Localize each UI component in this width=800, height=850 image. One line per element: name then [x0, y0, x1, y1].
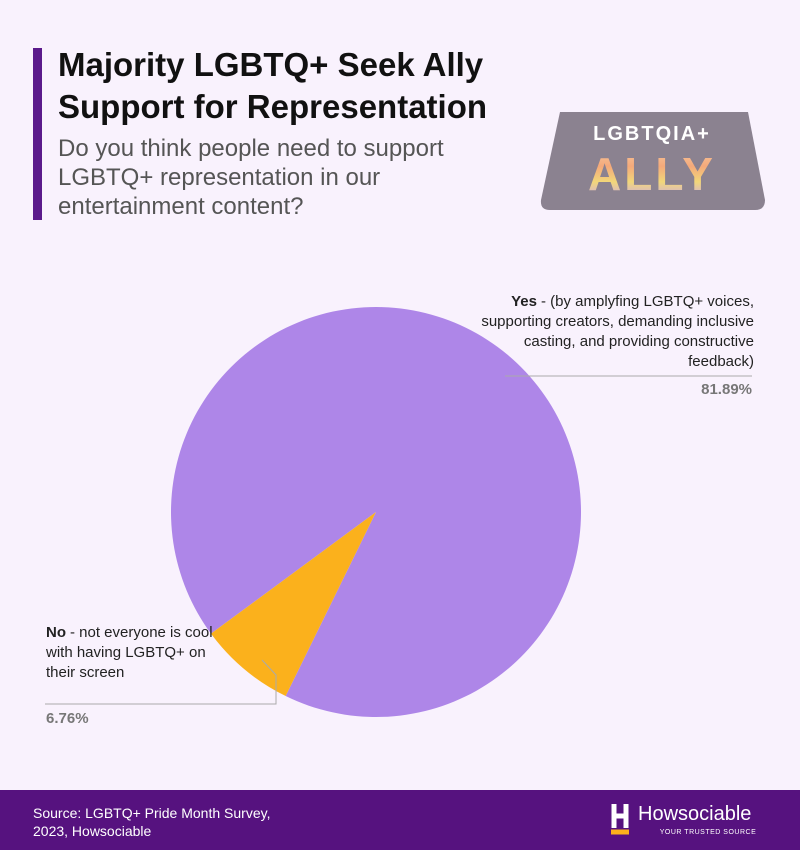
logo: Howsociable YOUR TRUSTED SOURCE — [611, 803, 757, 836]
source: Source: LGBTQ+ Pride Month Survey, 2023,… — [33, 805, 271, 839]
pie — [170, 306, 581, 717]
value-label: 81.89% — [701, 381, 752, 398]
badge-bottom: ALLY — [588, 148, 716, 200]
logo-mark — [611, 804, 629, 828]
pie-slice — [210, 512, 376, 697]
slice-label: Yes - (by amplyfing LGBTQ+ voices, suppor… — [454, 292, 754, 372]
tagline: YOUR TRUSTED SOURCE — [660, 829, 757, 836]
value-label: 6.76% — [46, 710, 89, 727]
footer — [0, 790, 800, 850]
chart-title: Majority LGBTQ+ Seek Ally Support for Re… — [58, 46, 488, 125]
accent-bar — [33, 48, 42, 220]
category: No — [46, 624, 66, 641]
description: - not everyone is cool with having LGBTQ… — [46, 624, 213, 681]
category: Yes — [511, 293, 537, 310]
slice-label: No - not everyone is cool with having LGB… — [46, 623, 216, 683]
leader-line — [45, 659, 277, 705]
brand: Howsociable — [638, 803, 751, 825]
badge — [540, 112, 765, 210]
pie-slice — [170, 306, 581, 717]
chart-subtitle: Do you think people need to support LGBT… — [58, 135, 444, 220]
badge-top: LGBTQIA+ — [593, 123, 711, 145]
description: - (by amplyfing LGBTQ+ voices, supportin… — [481, 293, 754, 370]
